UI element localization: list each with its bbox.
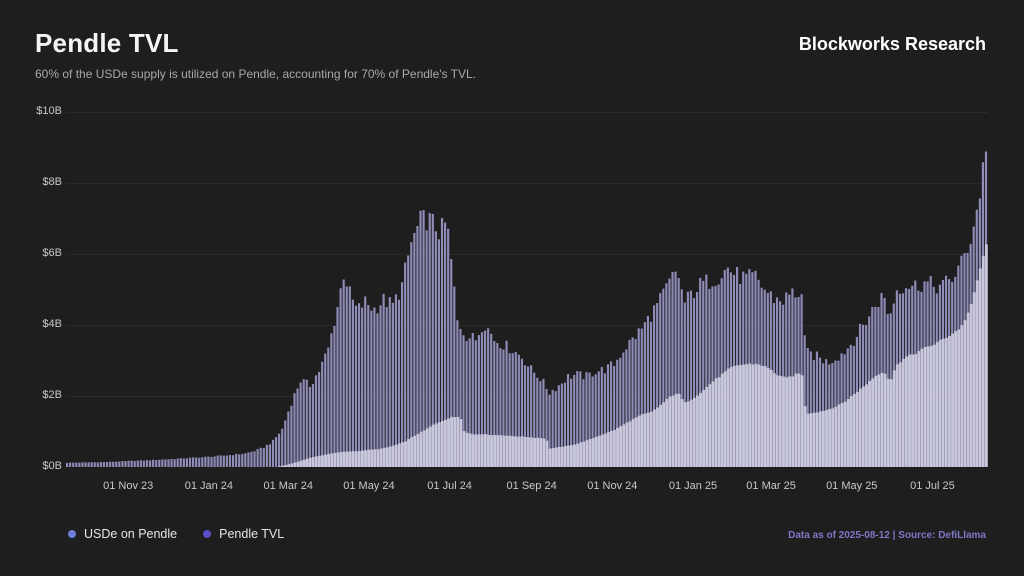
x-tick-label: 01 Mar 25: [746, 480, 796, 492]
x-tick-label: 01 Nov 23: [103, 480, 154, 492]
y-tick-label: $10B: [36, 105, 62, 117]
x-tick-label: 01 Jul 25: [910, 480, 955, 492]
usde-on-pendle-bars: [278, 244, 988, 467]
x-tick-label: 01 Sep 24: [506, 480, 557, 492]
brand-wordmark: Blockworks Research: [798, 34, 986, 54]
chart-plot-area: [66, 112, 988, 467]
x-tick-label: 01 May 25: [826, 480, 878, 492]
chart-subtitle: 60% of the USDe supply is utilized on Pe…: [35, 67, 476, 81]
legend-label: USDe on Pendle: [84, 527, 178, 541]
y-tick-label: $8B: [42, 176, 62, 188]
legend-item-pendle-tvl[interactable]: Pendle TVL: [203, 527, 284, 541]
y-tick-label: $2B: [42, 389, 62, 401]
y-tick-label: $0B: [42, 460, 62, 472]
x-tick-label: 01 Nov 24: [587, 480, 638, 492]
x-tick-label: 01 May 24: [343, 480, 395, 492]
source-note: Data as of 2025-08-12 | Source: DefiLlam…: [788, 530, 986, 541]
page-title: Pendle TVL: [35, 28, 179, 58]
chart-legend: USDe on Pendle Pendle TVL: [68, 527, 284, 541]
legend-item-usde-on-pendle[interactable]: USDe on Pendle: [68, 527, 177, 541]
y-axis-labels: $0B $2B $4B $6B $8B $10B: [0, 0, 62, 576]
legend-dot-icon: [203, 530, 212, 538]
legend-dot-icon: [68, 530, 76, 538]
legend-label: Pendle TVL: [219, 527, 285, 541]
x-tick-label: 01 Jan 25: [668, 480, 718, 492]
x-tick-label: 01 Mar 24: [263, 480, 313, 492]
y-tick-label: $6B: [42, 247, 62, 259]
x-tick-label: 01 Jul 24: [427, 480, 472, 492]
x-tick-label: 01 Jan 24: [184, 480, 234, 492]
y-tick-label: $4B: [42, 318, 62, 330]
